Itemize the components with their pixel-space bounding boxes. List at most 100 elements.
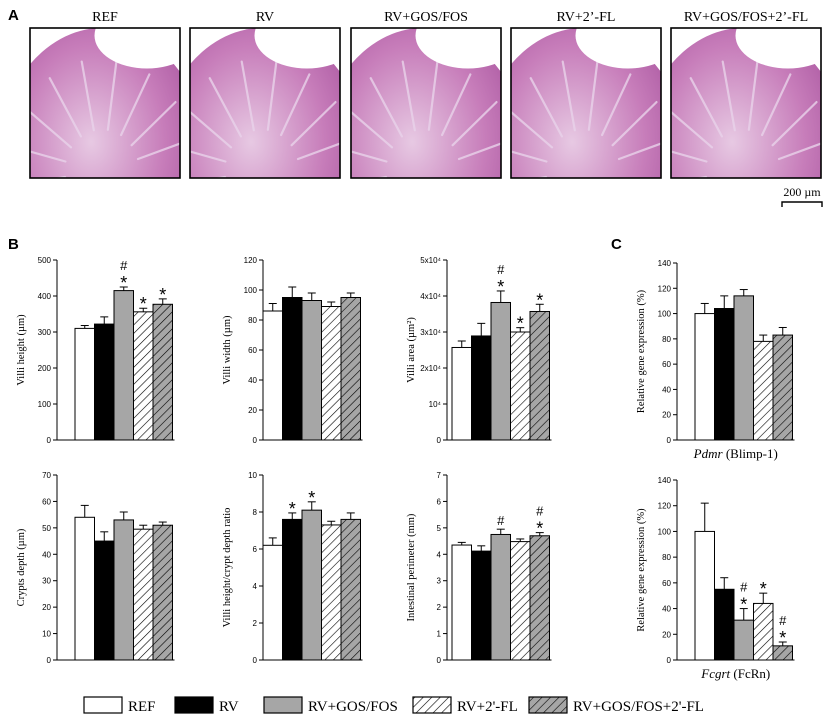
bar-4 bbox=[753, 340, 774, 441]
bar-1 bbox=[74, 516, 95, 661]
y-tick-label: 2 bbox=[437, 603, 442, 612]
villus-gap bbox=[600, 73, 632, 137]
bar-4 bbox=[321, 306, 342, 441]
significance-mark: * bbox=[517, 314, 524, 334]
significance-mark: * bbox=[159, 285, 166, 305]
legend-swatch bbox=[83, 696, 123, 714]
bar-3 bbox=[301, 509, 322, 661]
villus-gap bbox=[30, 150, 67, 163]
villus-gap bbox=[266, 59, 278, 131]
bar-4 bbox=[753, 602, 774, 661]
y-tick-label: 20 bbox=[662, 630, 671, 639]
y-tick-label: 400 bbox=[38, 292, 52, 301]
tissue-image bbox=[351, 28, 501, 178]
bar-5 bbox=[772, 334, 793, 441]
y-tick-label: 100 bbox=[658, 310, 672, 319]
villus-gap bbox=[190, 150, 227, 163]
panel-letter-a: A bbox=[8, 7, 19, 24]
villus-gap bbox=[561, 60, 576, 132]
significance-mark: # bbox=[497, 262, 505, 277]
legend-swatch bbox=[174, 696, 214, 714]
bar-4 bbox=[510, 331, 531, 441]
y-tick-label: 3x10⁴ bbox=[420, 328, 441, 337]
bar-1 bbox=[262, 310, 283, 441]
x-axis-label: Fcgrt (FcRn) bbox=[700, 666, 770, 681]
y-axis-label: Villi area (µm²) bbox=[406, 317, 417, 383]
villus-gap bbox=[48, 77, 83, 138]
y-axis-label: Relative gene expression (%) bbox=[636, 508, 647, 632]
bar-1 bbox=[262, 544, 283, 661]
significance-mark: * bbox=[308, 488, 315, 508]
villus-gap bbox=[401, 60, 416, 132]
y-tick-label: 50 bbox=[42, 524, 51, 533]
y-tick-label: 40 bbox=[42, 550, 51, 559]
panel-letter-b: B bbox=[8, 236, 19, 253]
villus-gap bbox=[511, 150, 548, 163]
significance-mark: # bbox=[536, 504, 544, 519]
y-tick-label: 300 bbox=[38, 328, 52, 337]
villus-gap bbox=[106, 59, 118, 131]
bar-4 bbox=[510, 541, 531, 661]
bar-2 bbox=[714, 308, 735, 441]
y-tick-label: 500 bbox=[38, 256, 52, 265]
y-tick-label: 0 bbox=[47, 656, 52, 665]
y-tick-label: 20 bbox=[248, 406, 257, 415]
villus-gap bbox=[351, 150, 388, 163]
y-tick-label: 0 bbox=[47, 436, 52, 445]
significance-mark: # bbox=[120, 258, 128, 273]
y-tick-label: 60 bbox=[662, 360, 671, 369]
bar-4 bbox=[133, 311, 154, 441]
y-tick-label: 4x10⁴ bbox=[420, 292, 441, 301]
significance-mark: # bbox=[497, 513, 505, 528]
villus-gap bbox=[130, 100, 177, 147]
y-tick-label: 120 bbox=[244, 256, 258, 265]
villus-gap bbox=[760, 73, 792, 137]
villus-gap bbox=[671, 150, 708, 163]
y-tick-label: 20 bbox=[42, 603, 51, 612]
y-tick-label: 40 bbox=[662, 385, 671, 394]
micrograph-4: RV+2’-FL bbox=[510, 10, 662, 179]
significance-mark: * bbox=[740, 595, 747, 615]
villus-gap bbox=[777, 142, 821, 161]
y-tick-label: 70 bbox=[42, 471, 51, 480]
tissue-image bbox=[511, 28, 661, 178]
y-tick-label: 60 bbox=[42, 497, 51, 506]
y-tick-label: 200 bbox=[38, 364, 52, 373]
bar-3 bbox=[113, 290, 134, 441]
scale-bar-label: 200 µm bbox=[783, 185, 821, 199]
villus-gap bbox=[30, 110, 73, 149]
lumen bbox=[415, 28, 501, 69]
villus-gap bbox=[617, 142, 661, 161]
y-tick-label: 5x10⁴ bbox=[420, 256, 441, 265]
villus-gap bbox=[427, 59, 439, 131]
chart-villi-crypt-ratio: 0 2 4 6 8 10 Villi height/crypt depth ratio * * bbox=[222, 471, 363, 665]
y-tick-label: 60 bbox=[662, 579, 671, 588]
y-tick-label: 10⁴ bbox=[429, 400, 442, 409]
bar-2 bbox=[282, 518, 303, 661]
y-tick-label: 40 bbox=[662, 605, 671, 614]
significance-mark: * bbox=[140, 294, 147, 314]
legend-item-5: RV+GOS/FOS+2'-FL bbox=[528, 696, 704, 715]
y-tick-label: 100 bbox=[658, 527, 672, 536]
villus-gap bbox=[279, 73, 311, 137]
y-axis-label: Villi height (µm) bbox=[16, 314, 27, 386]
significance-mark: # bbox=[740, 580, 748, 595]
bar-5 bbox=[529, 310, 550, 441]
tissue-mass bbox=[190, 28, 340, 178]
villus-gap bbox=[611, 100, 658, 147]
y-axis-label: Crypts depth (µm) bbox=[16, 528, 27, 606]
bar-1 bbox=[451, 544, 472, 661]
y-tick-label: 1 bbox=[437, 630, 442, 639]
y-tick-label: 140 bbox=[658, 476, 672, 485]
legend-item-1: REF bbox=[83, 696, 156, 715]
bar-2 bbox=[282, 297, 303, 441]
villus-gap bbox=[587, 59, 599, 131]
micrograph-5: RV+GOS/FOS+2’-FL bbox=[670, 10, 822, 179]
legend-item-2: RV bbox=[174, 696, 239, 715]
villus-gap bbox=[296, 142, 340, 161]
y-tick-label: 2 bbox=[253, 619, 258, 628]
y-tick-label: 60 bbox=[248, 346, 257, 355]
legend-label: RV+GOS/FOS+2'-FL bbox=[573, 699, 704, 715]
